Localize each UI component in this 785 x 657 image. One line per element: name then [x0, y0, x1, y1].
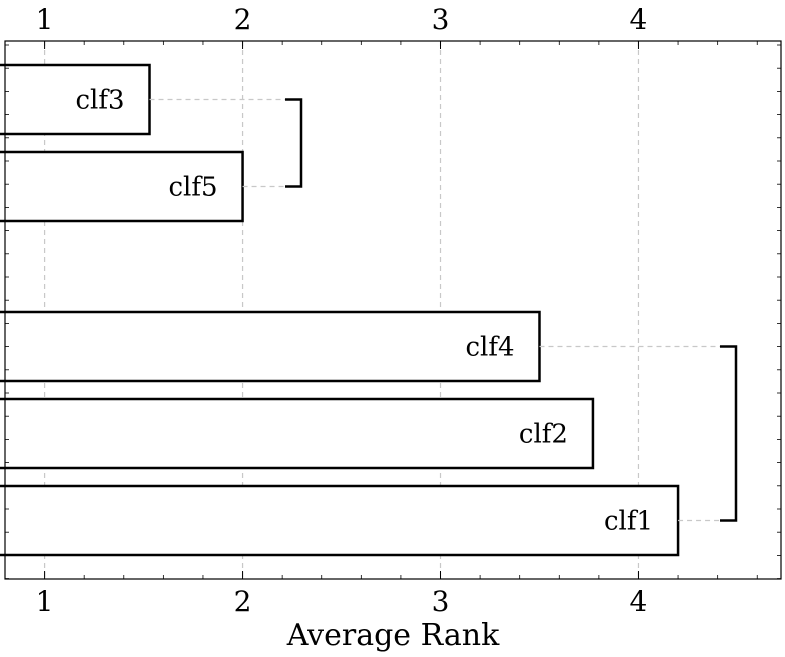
bar-clf1	[0, 484, 680, 557]
x-tick-label-top: 3	[432, 3, 450, 36]
bar-label-clf5: clf5	[169, 173, 218, 203]
clique-brackets	[149, 98, 738, 522]
bar-label-clf4: clf4	[465, 333, 514, 363]
x-tick-label-top: 2	[234, 3, 252, 36]
bar-clf5	[0, 150, 244, 223]
bar-label-clf3: clf3	[75, 86, 124, 116]
bar-label-clf2: clf2	[519, 420, 568, 450]
clique-bracket	[285, 98, 303, 188]
minor-ticks	[5, 41, 781, 579]
bar-clf4	[0, 310, 541, 383]
x-tick-label-top: 4	[630, 3, 648, 36]
clique-bracket	[720, 345, 738, 522]
plot-frame	[4, 40, 782, 580]
x-axis-title: Average Rank	[286, 618, 500, 653]
x-tick-label-bottom: 1	[36, 585, 54, 618]
bar-label-clf1: clf1	[604, 507, 653, 537]
bars: clf3 clf5 clf4 clf2 clf1	[0, 63, 680, 557]
x-ticks: 1 1 2 2 3 3 4 4	[36, 3, 648, 618]
x-tick-label-bottom: 2	[234, 585, 252, 618]
x-tick-label-bottom: 3	[432, 585, 450, 618]
bar-clf2	[0, 397, 595, 470]
x-tick-label-top: 1	[36, 3, 54, 36]
x-tick-label-bottom: 4	[630, 585, 648, 618]
